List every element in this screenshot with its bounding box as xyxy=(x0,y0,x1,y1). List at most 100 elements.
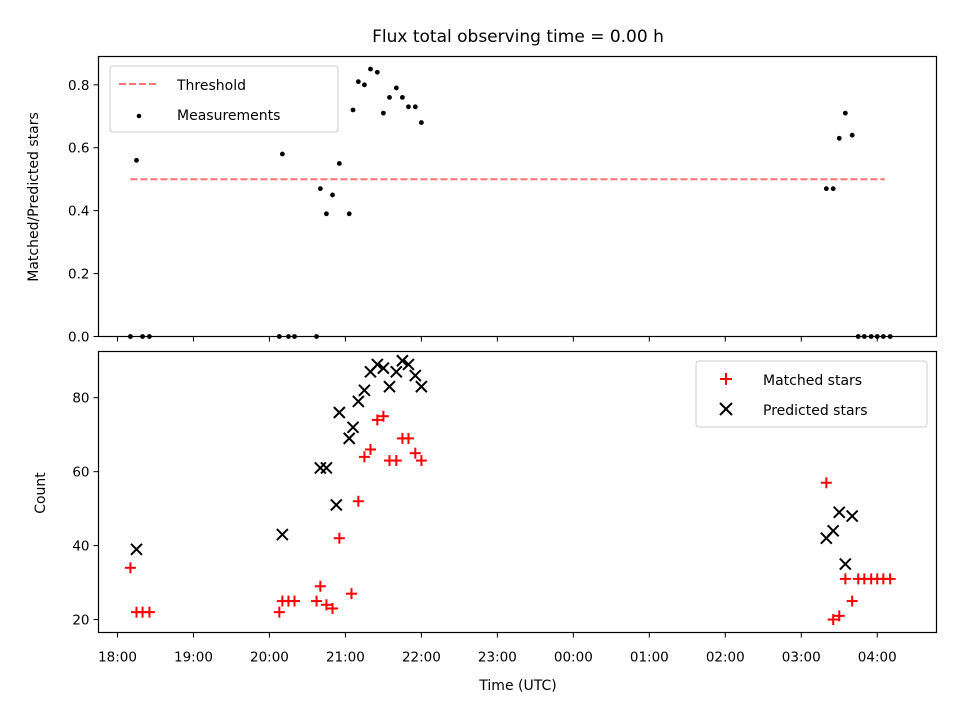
predicted-star-point xyxy=(402,358,415,371)
matched-star-point xyxy=(273,606,285,618)
predicted-star-point xyxy=(390,365,403,379)
measurement-point xyxy=(836,135,842,141)
top-x-ticks xyxy=(116,336,878,342)
measurement-point xyxy=(355,79,361,85)
matched-star-point xyxy=(345,588,357,600)
y-tick-label: 60 xyxy=(72,465,89,481)
predicted-star-point xyxy=(826,524,840,538)
matched-star-point xyxy=(884,573,896,585)
predicted-star-point xyxy=(330,498,343,512)
measurement-point xyxy=(374,69,380,75)
x-tick-label: 23:00 xyxy=(478,650,517,666)
x-tick-label: 00:00 xyxy=(554,650,593,666)
legend-matched-label: Matched stars xyxy=(763,373,862,389)
matched-star-point xyxy=(124,562,136,574)
matched-star-point xyxy=(415,455,427,467)
x-tick-label: 03:00 xyxy=(782,650,821,666)
matched-star-point xyxy=(311,595,323,607)
predicted-star-point xyxy=(358,384,371,397)
predicted-star-point xyxy=(352,395,365,408)
matched-star-point xyxy=(358,451,370,463)
matched-star-point xyxy=(352,495,364,507)
y-tick-label: 0.4 xyxy=(68,204,89,220)
predicted-star-point xyxy=(377,361,390,375)
top-panel: Flux total observing time = 0.00 h 0.0 0.… xyxy=(26,27,938,346)
y-tick-label: 0.2 xyxy=(68,267,89,283)
top-title: Flux total observing time = 0.00 h xyxy=(372,27,664,47)
x-tick-label: 21:00 xyxy=(326,650,365,666)
top-legend: Threshold Measurements xyxy=(109,65,339,133)
matched-star-point xyxy=(833,610,845,622)
bottom-legend-box xyxy=(695,360,928,428)
predicted-star-point xyxy=(845,509,859,523)
measurement-point xyxy=(346,211,352,217)
y-tick-label: 0.0 xyxy=(68,330,89,346)
measurement-point xyxy=(418,120,424,125)
matched-star-point xyxy=(377,410,389,422)
top-axes-frame xyxy=(97,55,938,338)
measurement-point xyxy=(849,132,855,138)
measurement-point xyxy=(279,151,285,157)
matched-star-point xyxy=(402,432,414,444)
bottom-x-ticks: 18:00 19:00 20:00 21:00 22:00 23:00 00:00 01:00… xyxy=(98,632,897,666)
y-tick-label: 0.8 xyxy=(68,78,89,94)
top-ylabel: Matched/Predicted stars xyxy=(26,112,42,282)
matched-star-point xyxy=(289,595,301,607)
predicted-star-point xyxy=(320,461,333,475)
predicted-star-point xyxy=(314,461,327,475)
predicted-star-point xyxy=(276,528,289,541)
measurement-point xyxy=(317,186,323,192)
predicted-star-point xyxy=(371,358,384,371)
bottom-xlabel: Time (UTC) xyxy=(478,678,556,694)
measurement-point xyxy=(842,110,848,116)
x-tick-label: 02:00 xyxy=(706,650,745,666)
measurement-point xyxy=(362,82,367,88)
predicted-star-point xyxy=(343,432,356,445)
predicted-star-point xyxy=(130,543,143,556)
measurement-point xyxy=(830,186,836,192)
legend-predicted-label: Predicted stars xyxy=(763,403,868,419)
matched-star-point xyxy=(839,573,851,585)
legend-threshold-label: Threshold xyxy=(176,78,246,94)
matched-star-point xyxy=(320,599,332,611)
y-tick-label: 0.6 xyxy=(68,141,89,157)
measurement-point xyxy=(412,104,418,110)
bottom-legend: Matched stars Predicted stars xyxy=(695,360,928,428)
matched-star-point xyxy=(820,477,832,489)
predicted-star-point xyxy=(333,406,346,419)
measurement-point xyxy=(324,211,329,217)
predicted-star-point xyxy=(409,369,422,382)
measurement-point xyxy=(823,186,829,192)
predicted-star-point xyxy=(833,506,846,519)
y-tick-label: 40 xyxy=(72,539,89,555)
matched-star-point xyxy=(327,602,339,614)
matched-star-point xyxy=(364,443,376,455)
matched-star-point xyxy=(846,595,858,607)
bottom-axes-frame xyxy=(97,350,938,634)
bottom-panel: 20 40 60 80 18:00 19:00 20:00 21:00 22:00 23:00 0… xyxy=(33,350,938,694)
x-tick-label: 18:00 xyxy=(98,650,137,666)
matched-star-point xyxy=(827,614,839,626)
predicted-star-point xyxy=(383,380,396,393)
measurement-point xyxy=(368,66,373,72)
legend-matched-marker xyxy=(720,373,732,385)
measurement-point xyxy=(330,192,335,198)
x-tick-label: 22:00 xyxy=(402,650,441,666)
predicted-star-point xyxy=(839,557,852,571)
x-tick-label: 04:00 xyxy=(858,650,897,666)
x-tick-label: 20:00 xyxy=(250,650,289,666)
measurement-point xyxy=(350,107,356,113)
y-tick-label: 20 xyxy=(72,613,89,629)
bottom-y-ticks: 20 40 60 80 xyxy=(72,391,99,629)
bottom-plot-area xyxy=(124,354,896,626)
matched-star-point xyxy=(333,532,345,544)
predicted-star-point xyxy=(396,354,409,367)
matched-star-point xyxy=(390,455,402,467)
y-tick-label: 80 xyxy=(72,391,89,407)
matched-star-point xyxy=(371,414,383,426)
legend-measurements-marker xyxy=(136,113,142,119)
matched-star-point xyxy=(314,580,326,592)
measurement-point xyxy=(336,161,342,166)
predicted-star-point xyxy=(346,421,360,434)
